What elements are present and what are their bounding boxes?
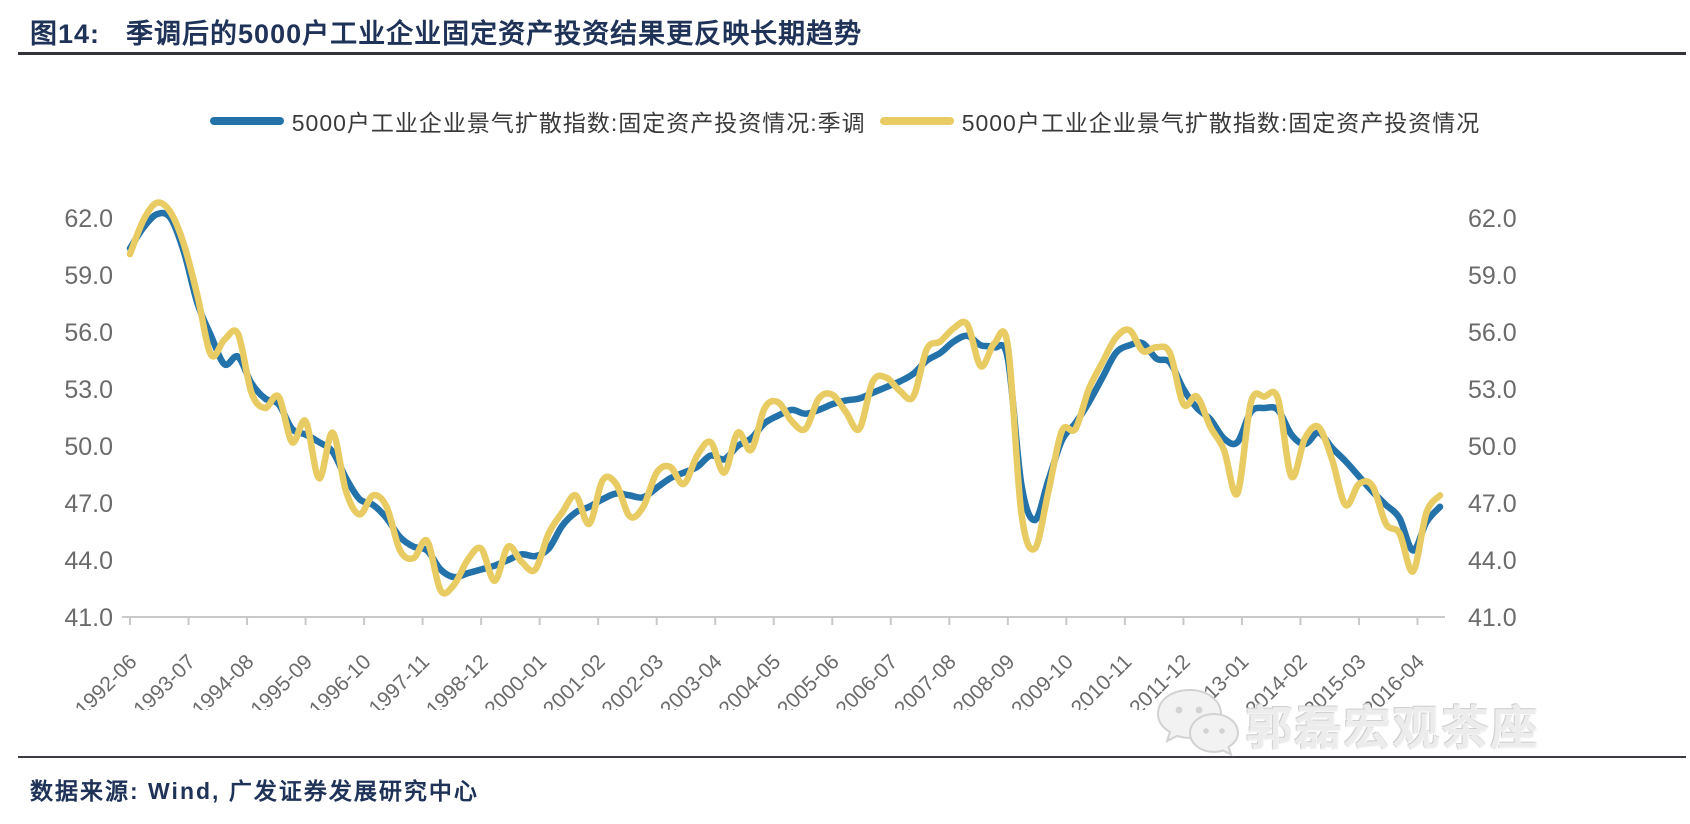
x-axis-label: 2010-11 [1067, 650, 1137, 710]
y-axis-label-right: 41.0 [1468, 604, 1517, 632]
y-axis-label-right: 59.0 [1468, 262, 1517, 290]
legend-label-seasonally-adjusted: 5000户工业企业景气扩散指数:固定资产投资情况:季调 [291, 110, 866, 136]
x-axis-label: 2014-02 [1241, 650, 1312, 710]
y-axis-label-right: 47.0 [1468, 490, 1517, 518]
x-axis-label: 2013-01 [1183, 650, 1254, 710]
x-axis-label: 2004-05 [715, 650, 786, 710]
x-axis-label: 1998-12 [422, 650, 493, 710]
series-line-unadjusted [126, 199, 1444, 597]
y-axis-label-right: 44.0 [1468, 547, 1517, 575]
x-axis-label: 1993-07 [129, 650, 200, 710]
line-chart: 62.0 62.0 59.0 59.0 56.0 56.0 53.0 53.0 50.0 50.0… [64, 199, 1517, 710]
y-axis-label-right: 53.0 [1468, 376, 1517, 404]
x-axis-label: 1997-11 [364, 650, 434, 710]
x-axis-label: 2000-01 [480, 650, 551, 710]
x-axis-label: 1994-08 [188, 650, 259, 710]
x-axis-label: 2003-04 [656, 650, 727, 710]
y-axis-label-left: 41.0 [64, 604, 113, 632]
figure-header: 图14: 季调后的5000户工业企业固定资产投资结果更反映长期趋势 [30, 12, 862, 51]
data-source: 数据来源: Wind, 广发证券发展研究中心 [30, 778, 479, 804]
y-axis-label-left: 50.0 [64, 433, 113, 461]
x-axis-label: 1992-06 [71, 650, 142, 710]
y-axis-label-left: 56.0 [64, 319, 113, 347]
y-axis-label-right: 50.0 [1468, 433, 1517, 461]
bottom-divider [18, 756, 1686, 758]
y-axis-label-left: 47.0 [64, 490, 113, 518]
x-axis-label: 2011-12 [1125, 650, 1195, 710]
x-axis-label: 2002-03 [597, 650, 668, 710]
figure-label: 图14: [30, 19, 101, 49]
series-line-seasonally-adjusted [126, 209, 1444, 581]
x-axis-label: 2007-08 [890, 650, 961, 710]
x-axis-label: 2006-07 [832, 650, 903, 710]
x-axis-label: 2016-04 [1358, 650, 1429, 710]
legend-swatch-yellow [879, 117, 954, 125]
y-axis-label-right: 62.0 [1468, 205, 1517, 233]
y-axis-label-left: 62.0 [64, 205, 113, 233]
x-axis-label: 1995-09 [246, 650, 317, 710]
chart-legend: 5000户工业企业景气扩散指数:固定资产投资情况:季调 5000户工业企业景气扩… [0, 104, 1690, 138]
y-axis-label-left: 44.0 [64, 547, 113, 575]
x-axis-label: 2005-06 [773, 650, 844, 710]
x-axis-label: 2015-03 [1300, 650, 1371, 710]
y-axis-label-right: 56.0 [1468, 319, 1517, 347]
y-axis-label-left: 53.0 [64, 376, 113, 404]
x-axis-label: 1996-10 [305, 650, 376, 710]
figure-title: 季调后的5000户工业企业固定资产投资结果更反映长期趋势 [126, 19, 863, 49]
legend-item-unadjusted[interactable]: 5000户工业企业景气扩散指数:固定资产投资情况 [879, 104, 1481, 138]
y-axis-label-left: 59.0 [64, 262, 113, 290]
legend-swatch-blue [209, 117, 284, 125]
legend-item-seasonally-adjusted[interactable]: 5000户工业企业景气扩散指数:固定资产投资情况:季调 [209, 104, 866, 138]
legend-label-unadjusted: 5000户工业企业景气扩散指数:固定资产投资情况 [961, 110, 1481, 136]
title-divider [18, 52, 1686, 55]
x-axis-label: 2009-10 [1007, 650, 1078, 710]
x-axis-label: 2008-09 [949, 650, 1020, 710]
x-axis-label: 2001-02 [539, 650, 610, 710]
